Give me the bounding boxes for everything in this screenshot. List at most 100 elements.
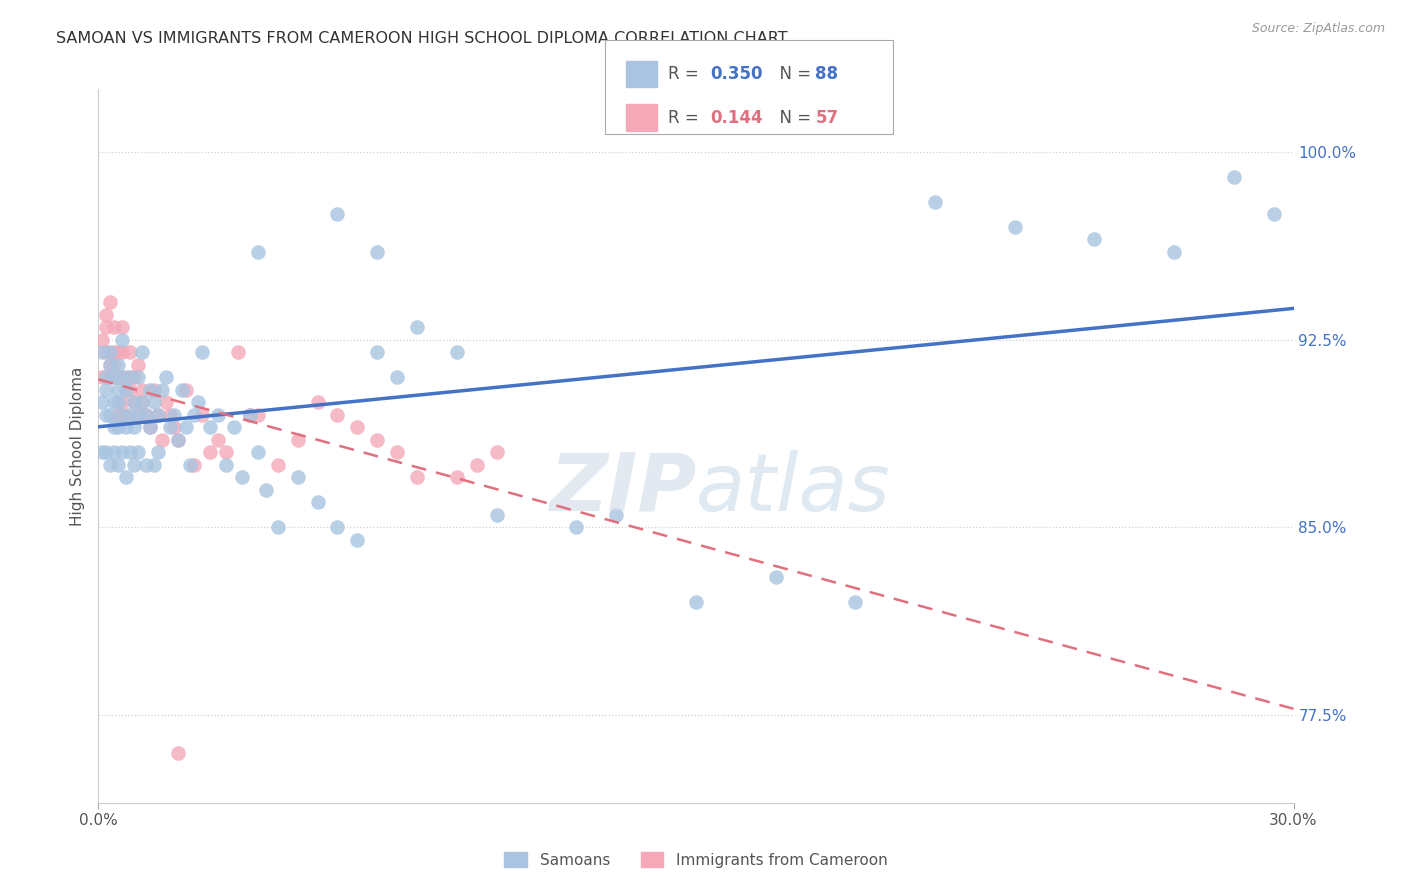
Point <box>127 370 149 384</box>
Point <box>148 445 170 459</box>
Point <box>111 345 134 359</box>
Point <box>446 345 468 359</box>
Point <box>96 408 118 422</box>
Point <box>111 370 134 384</box>
Point <box>111 333 134 347</box>
Point <box>1163 244 1185 259</box>
Point <box>183 408 205 422</box>
Point <box>307 495 329 509</box>
Point <box>406 320 429 334</box>
Point <box>124 395 146 409</box>
Point <box>120 445 142 459</box>
Point <box>115 383 138 397</box>
Point <box>103 395 125 409</box>
Point <box>198 420 221 434</box>
Point <box>131 345 153 359</box>
Point <box>91 345 114 359</box>
Point <box>107 383 129 397</box>
Point <box>167 433 190 447</box>
Point <box>107 358 129 372</box>
Point <box>111 320 134 334</box>
Point <box>107 345 129 359</box>
Point <box>127 445 149 459</box>
Point <box>111 445 134 459</box>
Point <box>1004 219 1026 234</box>
Point <box>139 420 162 434</box>
Text: R =: R = <box>668 65 704 83</box>
Point <box>1223 169 1246 184</box>
Point <box>191 345 214 359</box>
Point <box>366 433 388 447</box>
Point <box>120 345 142 359</box>
Point <box>174 420 197 434</box>
Point <box>103 345 125 359</box>
Point <box>91 445 114 459</box>
Point <box>155 370 177 384</box>
Point <box>226 345 249 359</box>
Point <box>107 420 129 434</box>
Point <box>139 420 162 434</box>
Point <box>96 345 118 359</box>
Point <box>163 420 186 434</box>
Point <box>98 345 122 359</box>
Point <box>346 420 368 434</box>
Text: N =: N = <box>769 65 817 83</box>
Point <box>187 395 209 409</box>
Point <box>148 408 170 422</box>
Point <box>124 420 146 434</box>
Point <box>207 433 229 447</box>
Point <box>231 470 253 484</box>
Point <box>98 295 122 310</box>
Point <box>246 445 269 459</box>
Point <box>183 458 205 472</box>
Point <box>215 445 238 459</box>
Point <box>98 408 122 422</box>
Point <box>103 370 125 384</box>
Point <box>207 408 229 422</box>
Point <box>1083 232 1105 246</box>
Point <box>98 370 122 384</box>
Point <box>179 458 201 472</box>
Text: 88: 88 <box>815 65 838 83</box>
Point <box>120 408 142 422</box>
Point <box>239 408 262 422</box>
Point <box>96 370 118 384</box>
Point <box>143 395 166 409</box>
Point <box>465 458 488 472</box>
Point <box>127 358 149 372</box>
Point <box>96 445 118 459</box>
Point <box>385 445 409 459</box>
Point <box>246 244 269 259</box>
Point <box>174 383 197 397</box>
Point <box>254 483 277 497</box>
Text: Source: ZipAtlas.com: Source: ZipAtlas.com <box>1251 22 1385 36</box>
Point <box>1263 207 1285 221</box>
Point <box>127 408 149 422</box>
Point <box>115 408 138 422</box>
Point <box>163 408 186 422</box>
Point <box>103 320 125 334</box>
Point <box>103 358 125 372</box>
Point <box>167 746 190 760</box>
Point <box>124 395 146 409</box>
Point <box>485 445 508 459</box>
Point <box>143 458 166 472</box>
Point <box>127 408 149 422</box>
Point <box>326 207 349 221</box>
Point <box>148 408 170 422</box>
Point <box>98 458 122 472</box>
Point <box>765 570 787 584</box>
Point <box>91 333 114 347</box>
Point <box>605 508 627 522</box>
Point <box>366 345 388 359</box>
Point <box>131 383 153 397</box>
Point <box>135 408 157 422</box>
Point <box>159 408 181 422</box>
Point <box>115 370 138 384</box>
Point <box>120 370 142 384</box>
Point <box>107 395 129 409</box>
Point <box>98 358 122 372</box>
Point <box>172 383 194 397</box>
Point <box>115 420 138 434</box>
Point <box>246 408 269 422</box>
